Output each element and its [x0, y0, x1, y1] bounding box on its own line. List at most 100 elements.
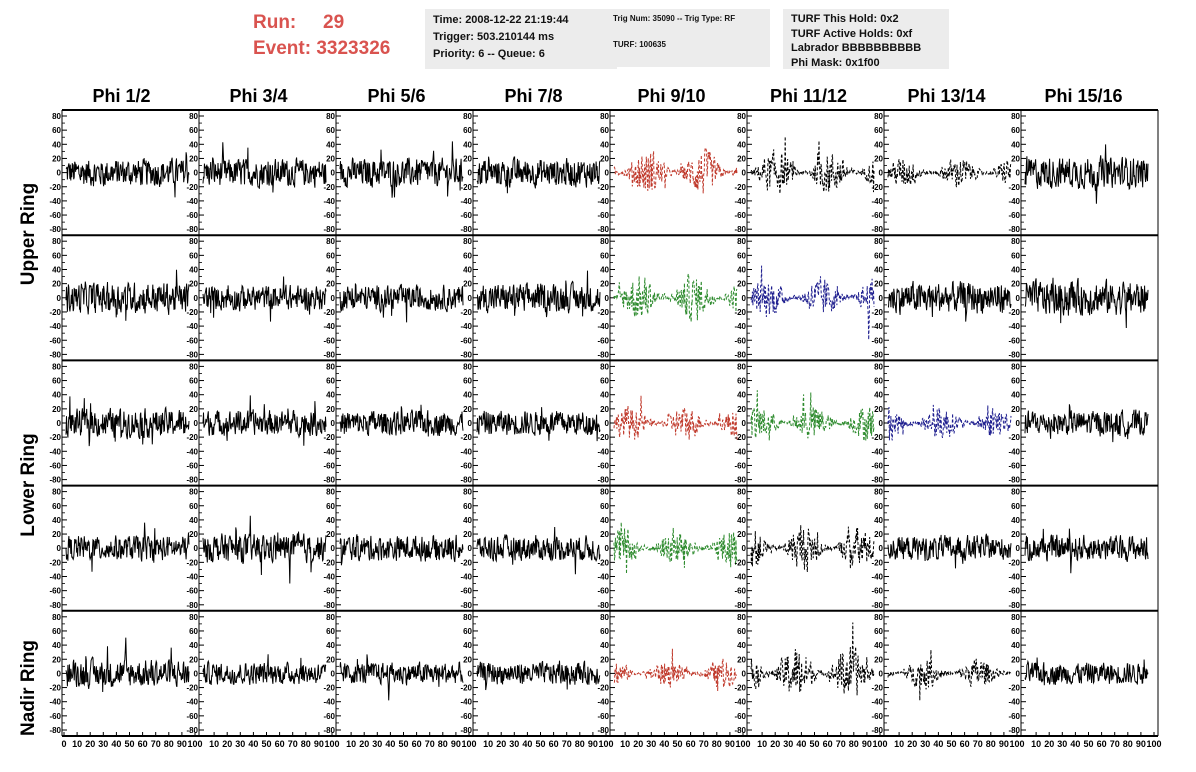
y-tick-label: 60: [600, 627, 609, 636]
waveform-trace: [339, 404, 464, 437]
y-tick-label: 60: [52, 377, 61, 386]
waveform-trace: [476, 526, 601, 575]
y-tick-label: 40: [874, 266, 883, 275]
time-trigger-box: Time: 2008-12-22 21:19:44 Trigger: 503.2…: [425, 9, 617, 69]
y-tick-label: 40: [737, 391, 746, 400]
y-tick-label: -60: [871, 336, 883, 345]
y-tick-label: -20: [323, 183, 335, 192]
y-tick-label: 80: [463, 362, 472, 371]
y-tick-label: 80: [600, 613, 609, 622]
y-tick-label: 0: [879, 169, 884, 178]
y-tick-label: -20: [597, 308, 609, 317]
y-tick-label: 0: [742, 294, 747, 303]
x-tick-label: 90: [999, 739, 1009, 749]
x-tick-label: 70: [562, 739, 572, 749]
x-tick-label: 40: [659, 739, 669, 749]
y-tick-label: 40: [52, 641, 61, 650]
y-tick-label: -40: [871, 698, 883, 707]
y-tick-label: 80: [600, 488, 609, 497]
y-tick-label: 80: [1011, 362, 1020, 371]
x-tick-label: 80: [575, 739, 585, 749]
y-tick-label: 0: [194, 544, 199, 553]
x-tick-label: 10: [72, 739, 82, 749]
y-tick-label: -40: [734, 573, 746, 582]
y-tick-label: -60: [186, 336, 198, 345]
y-tick-label: -60: [186, 587, 198, 596]
y-tick-label: 0: [194, 669, 199, 678]
y-tick-label: -20: [734, 684, 746, 693]
y-tick-label: 40: [326, 641, 335, 650]
y-tick-label: -40: [597, 322, 609, 331]
y-tick-label: 20: [1011, 280, 1020, 289]
y-tick-label: -40: [49, 573, 61, 582]
y-tick-label: 0: [605, 294, 610, 303]
y-tick-label: 40: [189, 266, 198, 275]
y-tick-label: 40: [52, 516, 61, 525]
y-tick-label: 80: [52, 613, 61, 622]
y-tick-label: 40: [874, 516, 883, 525]
waveform-trace: [476, 270, 601, 318]
y-tick-label: -40: [323, 447, 335, 456]
y-tick-label: -40: [597, 698, 609, 707]
y-tick-label: 20: [737, 655, 746, 664]
y-tick-label: -60: [460, 712, 472, 721]
y-tick-label: 80: [326, 613, 335, 622]
y-tick-label: -60: [871, 712, 883, 721]
y-tick-label: 60: [1011, 502, 1020, 511]
y-tick-label: 0: [879, 669, 884, 678]
y-tick-label: 20: [874, 655, 883, 664]
x-tick-label: 80: [164, 739, 174, 749]
y-tick-label: 0: [194, 294, 199, 303]
x-tick-label: 70: [973, 739, 983, 749]
x-tick-label: 50: [672, 739, 682, 749]
y-tick-label: -80: [323, 601, 335, 610]
y-tick-label: 0: [331, 294, 336, 303]
y-tick-label: 40: [1011, 140, 1020, 149]
y-tick-label: -60: [734, 461, 746, 470]
y-tick-label: -80: [49, 476, 61, 485]
y-tick-label: -20: [186, 558, 198, 567]
y-tick-label: 80: [1011, 112, 1020, 121]
x-tick-label: 20: [496, 739, 506, 749]
y-tick-label: -20: [734, 433, 746, 442]
x-tick-label: 10: [483, 739, 493, 749]
waveform-trace: [750, 136, 875, 194]
waveform-trace: [65, 269, 190, 321]
y-tick-label: -80: [186, 601, 198, 610]
y-tick-label: 80: [326, 488, 335, 497]
y-tick-label: 40: [1011, 391, 1020, 400]
y-tick-label: -80: [1008, 476, 1020, 485]
y-tick-label: -80: [186, 350, 198, 359]
y-tick-label: 80: [463, 613, 472, 622]
y-tick-label: 60: [1011, 627, 1020, 636]
y-tick-label: 40: [52, 266, 61, 275]
y-tick-label: 20: [326, 405, 335, 414]
y-tick-label: -40: [1008, 447, 1020, 456]
y-tick-label: -40: [323, 698, 335, 707]
y-tick-label: 60: [326, 502, 335, 511]
y-tick-label: -20: [49, 433, 61, 442]
event-label: Event:: [253, 38, 312, 59]
y-tick-label: 80: [1011, 613, 1020, 622]
y-tick-label: -80: [871, 726, 883, 735]
turf-this-hold-text: TURF This Hold: 0x2: [791, 13, 899, 25]
y-tick-label: 80: [326, 112, 335, 121]
y-tick-label: 0: [57, 169, 62, 178]
waveform-trace: [1024, 404, 1149, 443]
y-tick-label: -40: [49, 447, 61, 456]
x-tick-label: 50: [261, 739, 271, 749]
y-tick-label: 80: [463, 237, 472, 246]
y-tick-label: 80: [737, 613, 746, 622]
waveform-trace: [339, 283, 464, 323]
x-tick-label: 100: [461, 739, 476, 749]
y-tick-label: -80: [597, 726, 609, 735]
y-tick-label: 60: [600, 377, 609, 386]
trig-num-box: Trig Num: 35090 -- Trig Type: RF TURF: 1…: [605, 9, 770, 67]
y-tick-label: 20: [600, 530, 609, 539]
y-tick-label: 60: [326, 377, 335, 386]
x-tick-label: 10: [346, 739, 356, 749]
y-tick-label: 80: [52, 237, 61, 246]
y-tick-label: 60: [326, 126, 335, 135]
y-tick-label: -60: [734, 336, 746, 345]
